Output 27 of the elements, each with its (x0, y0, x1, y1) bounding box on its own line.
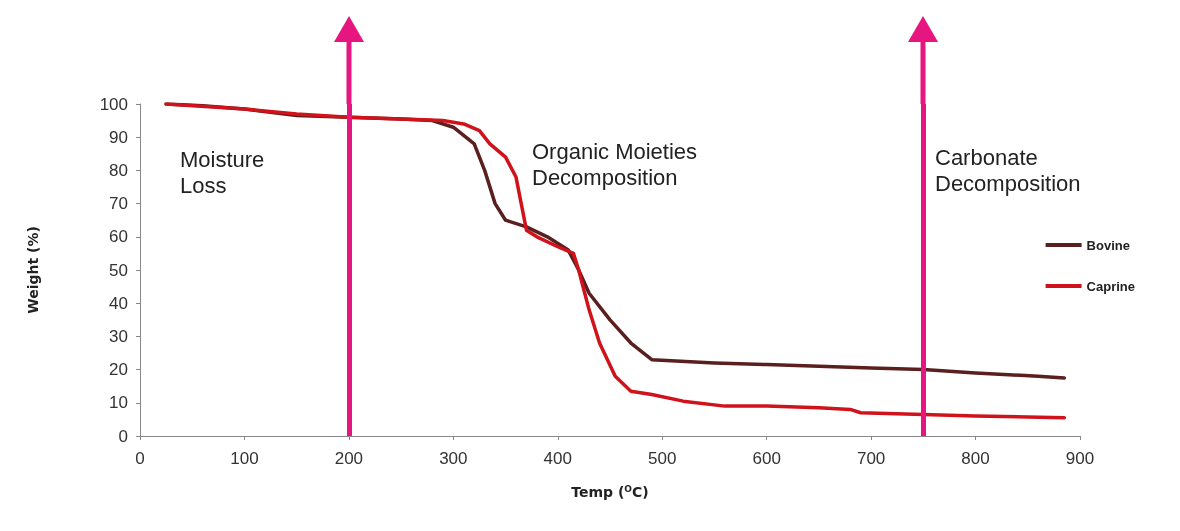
y-axis-title: Weight (%) (25, 226, 41, 314)
y-tick-label: 100 (99, 94, 128, 114)
y-tick-label: 90 (109, 127, 128, 147)
y-tick-label: 60 (109, 227, 128, 247)
y-tick-label: 70 (109, 194, 128, 214)
y-tick-label: 10 (109, 393, 128, 413)
x-tick-label: 300 (439, 449, 468, 468)
legend-label: Bovine (1086, 237, 1130, 253)
x-tick-label: 700 (856, 449, 886, 468)
x-tick-label: 400 (543, 449, 572, 468)
x-tick-label: 500 (648, 449, 677, 468)
legend-label: Caprine (1086, 278, 1136, 294)
x-tick-label: 600 (752, 449, 781, 468)
x-tick-label: 100 (230, 449, 259, 468)
annotation: Carbonate Decomposition (935, 144, 1081, 196)
x-tick-label: 800 (961, 449, 990, 468)
y-tick-label: 30 (109, 326, 128, 346)
annotation: Moisture Loss (180, 146, 271, 198)
x-tick-label: 200 (334, 449, 364, 468)
y-tick-label: 80 (109, 160, 128, 180)
y-tick-label: 40 (109, 293, 128, 313)
x-tick-label: 900 (1065, 449, 1095, 468)
y-tick-label: 50 (109, 260, 128, 280)
y-tick-label: 0 (118, 426, 128, 446)
y-tick-label: 20 (109, 360, 128, 380)
x-tick-label: 0 (135, 449, 145, 468)
annotation: Organic Moieties Decomposition (532, 138, 704, 190)
